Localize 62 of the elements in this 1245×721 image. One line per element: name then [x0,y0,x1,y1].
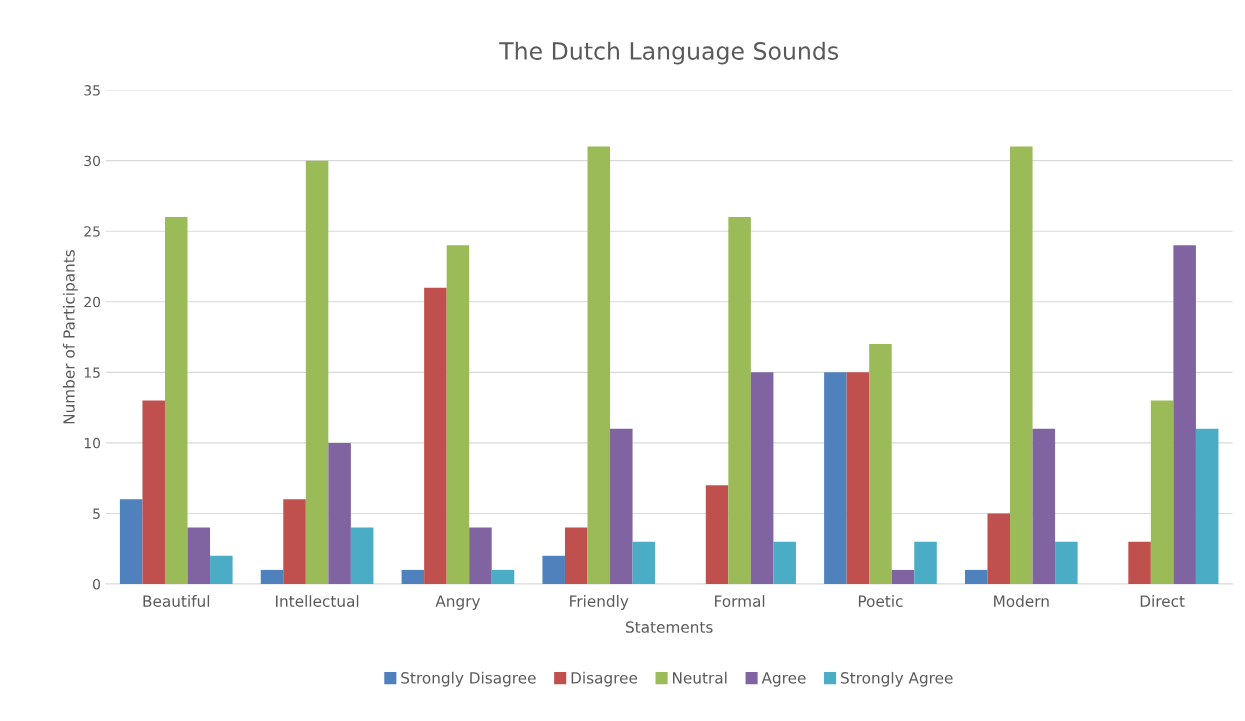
x-tick-label: Angry [435,595,481,610]
bar [773,541,796,585]
y-axis-title: Number of Participants [62,250,78,424]
bar [964,569,988,585]
x-tick-label: Formal [715,595,765,607]
y-tick-label: 25 [84,226,100,237]
legend-label: Strongly Disagree [401,671,536,687]
chart-title: The Dutch Language Sounds [499,41,839,65]
y-tick-label: 5 [93,508,100,519]
bar [728,217,751,585]
bar [632,541,656,585]
bar [914,541,937,585]
legend-label: Agree [761,672,806,687]
bar [1195,428,1219,585]
bar [987,513,1011,585]
x-tick-label: Friendly [570,595,629,610]
x-axis-title: Statements [626,621,713,633]
bar [187,527,211,585]
bar [1150,400,1174,585]
bar [869,344,892,585]
bar [305,160,329,585]
bar [446,245,470,585]
y-tick-label: 35 [84,85,100,96]
bar [1173,245,1196,585]
x-tick-label: Direct [1140,595,1185,607]
y-tick-label: 15 [84,367,100,378]
bar [1128,541,1151,585]
y-tick-label: 0 [93,578,101,590]
y-tick-label: 10 [84,437,101,449]
x-tick-label: Modern [994,595,1049,607]
x-tick-label: Intellectual [276,595,359,607]
bar [260,569,284,585]
bar [210,555,233,585]
bar [142,400,165,585]
bar [846,372,870,585]
bar [564,527,588,585]
y-tick-label: 30 [84,155,101,167]
bar [891,569,915,585]
bar [1055,541,1078,585]
bar [401,569,425,585]
x-tick-label: Beautiful [143,595,210,607]
bar [164,217,188,585]
bar [1032,428,1056,585]
bar [705,485,729,585]
bar [469,527,492,585]
bar [491,569,515,585]
bar [119,499,143,585]
x-tick-label: Poetic [858,595,903,607]
bar [587,146,611,585]
legend-label: Strongly Agree [841,671,953,687]
legend-label: Neutral [673,671,727,684]
legend-label: Disagree [571,671,638,687]
bar [610,428,633,585]
bar [350,527,374,585]
bar [750,372,774,585]
bar [542,555,565,585]
y-tick-label: 20 [84,296,101,308]
bar [283,499,306,585]
bar [1010,146,1033,585]
bar [424,287,447,585]
bar [328,442,351,585]
bar [824,372,847,585]
